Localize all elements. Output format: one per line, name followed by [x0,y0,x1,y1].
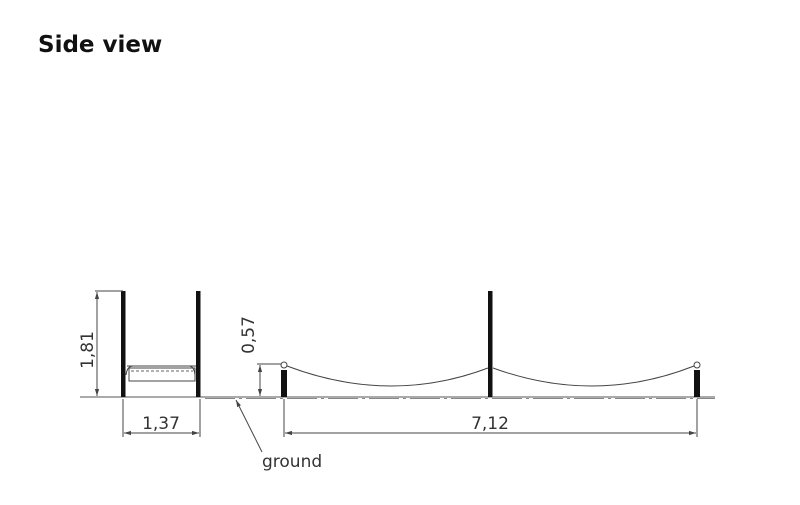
bench [125,365,196,382]
post [196,291,201,397]
post [121,291,126,397]
joint [693,361,701,369]
post [488,291,493,397]
small-post [281,370,287,397]
dimension-label: 1,81 [78,331,98,369]
leader-line [235,399,263,453]
title: Side view [38,32,162,58]
dimension-label: 7,12 [471,414,509,434]
ground-label: ground [262,452,322,472]
dimension-label: 1,37 [142,414,180,434]
joint [280,361,288,369]
cable [286,365,695,387]
small-post [694,370,700,397]
dimension-label: 0,57 [239,316,259,354]
